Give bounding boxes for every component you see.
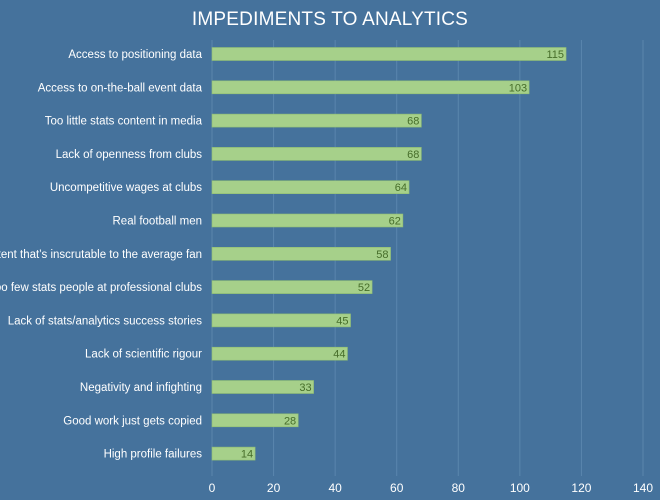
bar	[211, 280, 373, 294]
data-label: 115	[546, 49, 564, 61]
data-label: 33	[299, 382, 311, 394]
bar	[211, 80, 530, 95]
x-tick-label: 120	[571, 481, 591, 495]
category-label: Lack of openness from clubs	[56, 149, 203, 161]
category-label: Good work just gets copied	[63, 415, 202, 427]
category-label: Access to on-the-ball event data	[38, 82, 203, 94]
bar	[211, 180, 410, 194]
bar	[211, 247, 391, 261]
bar	[211, 47, 567, 61]
category-label: Uncompetitive wages at clubs	[50, 182, 202, 194]
category-labels: Access to positioning data Access to on-t…	[0, 49, 203, 461]
data-label: 52	[358, 282, 370, 294]
data-label: 28	[284, 415, 296, 427]
bar	[211, 113, 422, 128]
bar	[211, 313, 351, 328]
category-label: Negativity and infighting	[80, 382, 202, 394]
category-label: Content that’s inscrutable to the averag…	[0, 249, 202, 261]
bar	[211, 446, 256, 461]
data-label: 44	[333, 349, 345, 361]
bars: 115 103 68 68 64 62 58 52 45 44 33 28 14	[211, 47, 567, 461]
category-label: Too little stats content in media	[45, 116, 203, 128]
bar	[211, 213, 404, 228]
data-label: 68	[407, 149, 419, 161]
data-label: 68	[407, 116, 419, 128]
x-tick-label: 60	[390, 481, 404, 495]
category-label: High profile failures	[104, 449, 203, 461]
data-label: 62	[389, 216, 401, 228]
x-axis-ticks: 0 20 40 60 80 100 120 140	[209, 481, 654, 495]
bar	[211, 147, 422, 161]
bar	[211, 346, 348, 361]
chart-title: IMPEDIMENTS TO ANALYTICS	[192, 9, 468, 30]
data-label: 103	[509, 82, 527, 94]
category-label: Too few stats people at professional clu…	[0, 282, 202, 294]
x-tick-label: 40	[328, 481, 342, 495]
category-label: Access to positioning data	[68, 49, 202, 61]
data-label: 58	[376, 249, 388, 261]
bar	[211, 413, 299, 428]
bar	[211, 380, 314, 394]
data-label: 64	[395, 182, 407, 194]
x-tick-label: 100	[510, 481, 530, 495]
category-label: Real football men	[113, 216, 203, 228]
x-tick-label: 0	[209, 481, 216, 495]
data-label: 45	[336, 315, 348, 327]
x-tick-label: 80	[452, 481, 466, 495]
x-tick-label: 20	[267, 481, 281, 495]
data-label: 14	[241, 449, 253, 461]
x-tick-label: 140	[633, 481, 653, 495]
category-label: Lack of scientific rigour	[85, 349, 202, 361]
category-label: Lack of stats/analytics success stories	[8, 315, 203, 327]
